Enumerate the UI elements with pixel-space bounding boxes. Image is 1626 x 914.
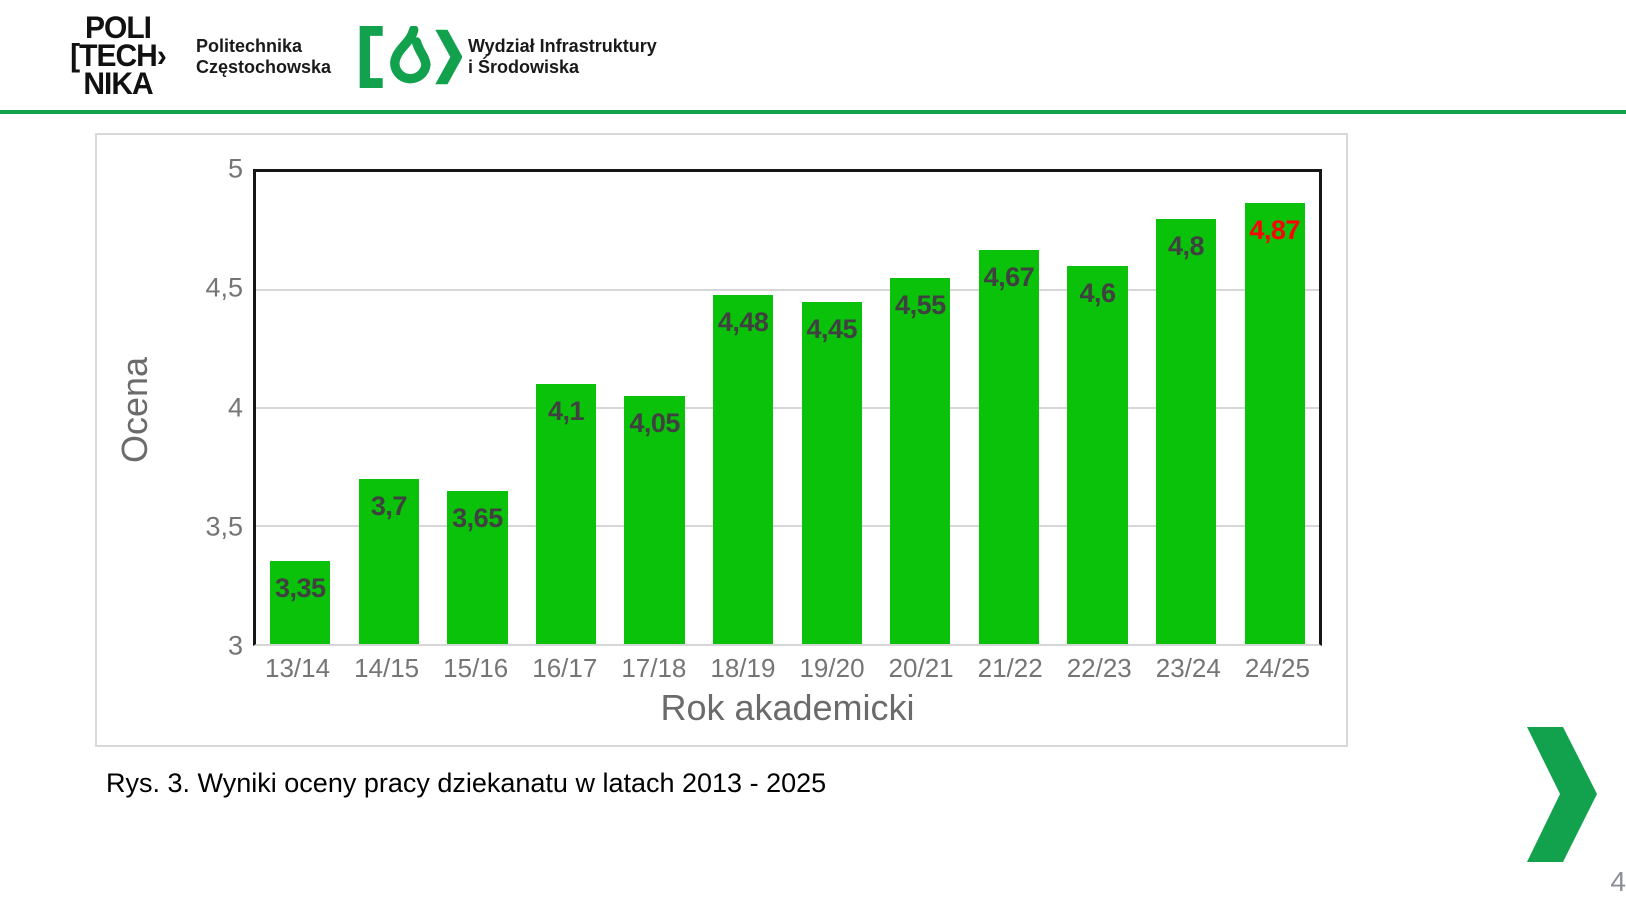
bar-slot: 4,87 xyxy=(1230,172,1319,644)
y-tick-label: 5 xyxy=(227,153,243,184)
gridline xyxy=(256,407,1319,409)
bar-15-16: 3,65 xyxy=(447,490,508,644)
logo-line-2: [TECH› xyxy=(70,38,167,74)
bar-24-25: 4,87 xyxy=(1244,202,1305,644)
y-axis-ticks: 5 4,5 4 3,5 3 xyxy=(97,154,243,661)
x-tick-label: 22/23 xyxy=(1066,653,1132,683)
bar-13-14: 3,35 xyxy=(270,561,331,644)
bar-slot: 4,1 xyxy=(522,172,611,644)
bar-value-label: 4,67 xyxy=(983,261,1035,292)
bar-16-17: 4,1 xyxy=(535,384,597,644)
faculty-name-line-2: i Środowiska xyxy=(468,57,580,77)
x-tick-label: 18/19 xyxy=(710,653,776,683)
gridline xyxy=(256,525,1319,527)
logo-line-1: POLI xyxy=(84,10,152,46)
bar-slot: 4,6 xyxy=(1053,172,1142,644)
bar-series: 3,35 3,7 3,65 4,1 4,05 4,48 4,45 4,55 4,67 4,6 4,8… xyxy=(256,172,1319,644)
faculty-name: Wydział Infrastruktury i Środowiska xyxy=(468,36,657,78)
bar-value-label: 3,7 xyxy=(370,490,408,521)
header-divider xyxy=(0,110,1626,114)
x-tick-label: 24/25 xyxy=(1244,653,1310,683)
chart-figure: Ocena 5 4,5 4 3,5 3 3,35 3,7 3,65 4,1 4,05 4,48 4,… xyxy=(95,133,1348,747)
faculty-name-line-1: Wydział Infrastruktury xyxy=(468,36,657,56)
bar-22-23: 4,6 xyxy=(1067,266,1128,644)
figure-caption: Rys. 3. Wyniki oceny pracy dziekanatu w … xyxy=(106,768,827,798)
bar-23-24: 4,8 xyxy=(1155,219,1217,644)
bar-20-21: 4,55 xyxy=(890,278,951,644)
bar-21-22: 4,67 xyxy=(978,249,1040,644)
x-tick-label: 14/15 xyxy=(354,653,420,683)
x-tick-label: 21/22 xyxy=(977,653,1043,683)
university-name-line-1: Politechnika xyxy=(196,36,303,56)
y-tick-label: 4 xyxy=(227,392,243,422)
bar-slot: 4,55 xyxy=(876,172,965,644)
page-number: 4 xyxy=(1610,866,1626,897)
x-axis-title: Rok akademicki xyxy=(660,687,915,728)
x-tick-label: 17/18 xyxy=(621,653,687,683)
politechnika-logo: POLI [TECH› NIKA xyxy=(60,10,176,102)
bar-slot: 4,45 xyxy=(787,172,876,644)
bar-value-label: 4,55 xyxy=(895,290,946,321)
x-tick-label: 19/20 xyxy=(799,653,865,683)
bar-value-label: 3,35 xyxy=(275,573,326,604)
y-tick-label: 4,5 xyxy=(205,272,243,303)
bar-slot: 3,65 xyxy=(433,172,522,644)
bar-value-label: 4,48 xyxy=(717,306,769,337)
bar-18-19: 4,48 xyxy=(713,294,774,644)
x-tick-label: 23/24 xyxy=(1155,653,1221,683)
university-name: Politechnika Częstochowska xyxy=(196,36,331,78)
bar-value-label: 4,05 xyxy=(629,408,680,439)
x-tick-label: 13/14 xyxy=(265,653,331,683)
logo-line-3: NIKA xyxy=(83,67,153,102)
bar-slot: 4,8 xyxy=(1142,172,1231,644)
bar-slot: 4,67 xyxy=(965,172,1054,644)
x-tick-label: 16/17 xyxy=(532,653,598,683)
bar-17-18: 4,05 xyxy=(624,396,685,644)
bar-value-label: 4,6 xyxy=(1079,278,1116,309)
bar-14-15: 3,7 xyxy=(358,478,419,644)
x-axis-ticks: 13/14 14/15 15/16 16/17 17/18 18/19 19/20 20/21… xyxy=(253,653,1322,684)
bar-value-label: 4,45 xyxy=(806,313,858,344)
bar-19-20: 4,45 xyxy=(801,301,862,644)
next-slide-chevron-icon[interactable] xyxy=(1527,727,1597,862)
plot-area: 3,35 3,7 3,65 4,1 4,05 4,48 4,45 4,55 4,67 4,6 4,8… xyxy=(253,169,1322,646)
bar-value-label: 3,65 xyxy=(452,502,503,533)
bar-slot: 3,7 xyxy=(345,172,434,644)
y-tick-label: 3,5 xyxy=(205,511,243,542)
bar-slot: 4,05 xyxy=(610,172,699,644)
gridline xyxy=(256,289,1319,291)
x-tick-label: 20/21 xyxy=(888,653,954,683)
bar-value-label: 4,87 xyxy=(1249,214,1300,245)
x-tick-label: 15/16 xyxy=(443,653,509,683)
bar-slot: 3,35 xyxy=(256,172,345,644)
university-name-line-2: Częstochowska xyxy=(196,57,332,77)
bracket-drop-chevron-icon xyxy=(359,26,462,88)
bar-value-label: 4,1 xyxy=(547,396,585,427)
bar-value-label: 4,8 xyxy=(1168,231,1205,262)
bar-slot: 4,48 xyxy=(699,172,788,644)
y-tick-label: 3 xyxy=(227,630,243,661)
